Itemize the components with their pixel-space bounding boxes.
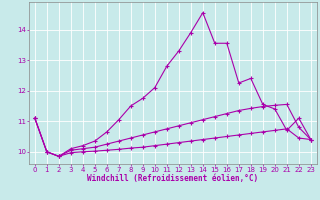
X-axis label: Windchill (Refroidissement éolien,°C): Windchill (Refroidissement éolien,°C): [87, 174, 258, 183]
